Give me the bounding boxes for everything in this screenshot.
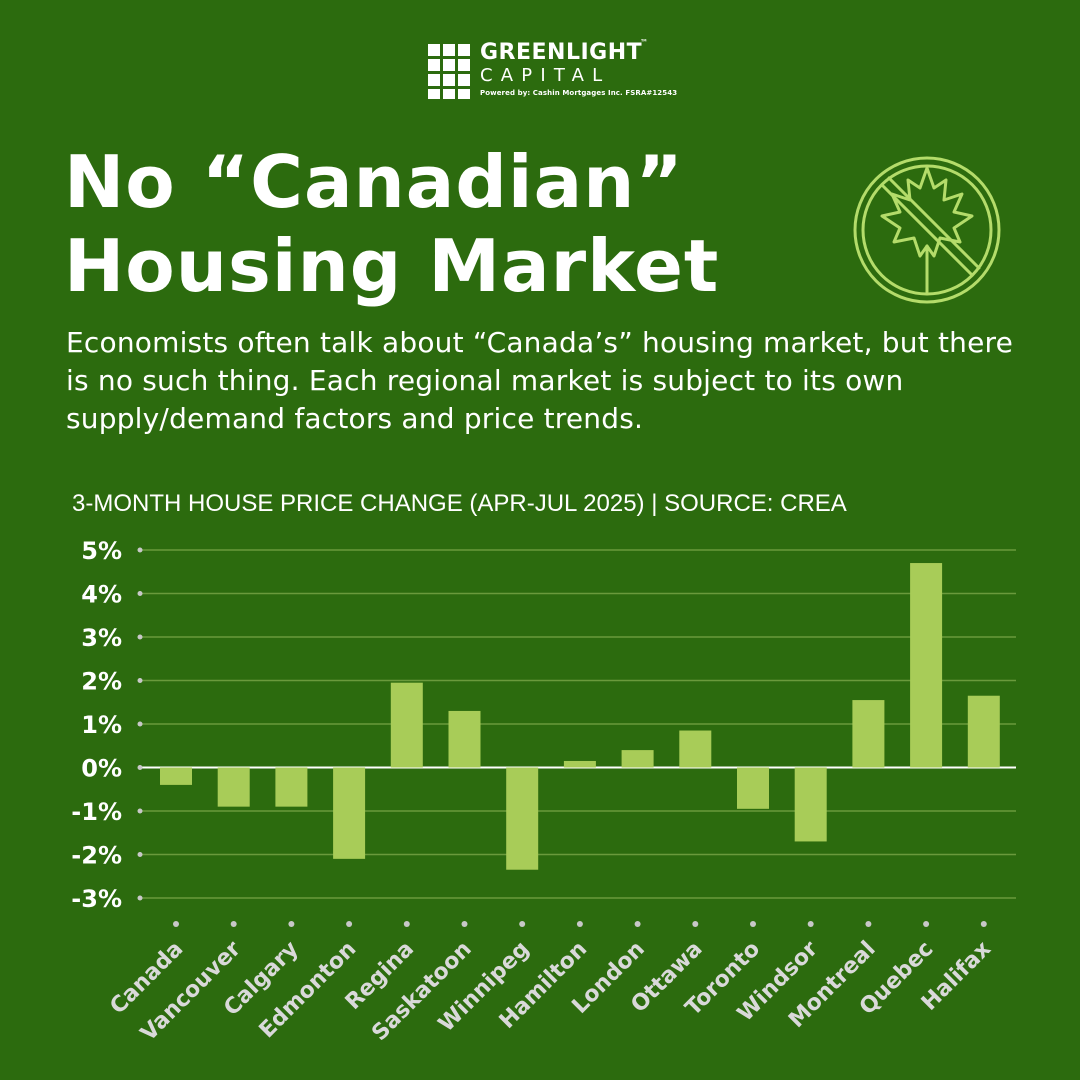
- bar-windsor: [794, 767, 827, 842]
- bar-halifax: [967, 695, 1000, 768]
- y-tick-label: 4%: [81, 581, 122, 609]
- bar-vancouver: [217, 767, 250, 807]
- x-tick-dot: [403, 921, 410, 927]
- y-tick-label: -1%: [71, 798, 122, 826]
- y-tick-label: 5%: [81, 537, 122, 565]
- y-tick-dot: [137, 591, 143, 596]
- brand-subname: CAPITAL: [480, 65, 611, 86]
- x-axis-labels: CanadaVancouverCalgaryEdmontonReginaSask…: [105, 936, 996, 1046]
- y-axis-labels: 5% 4% 3% 2% 1% 0% -1% -2% -3%: [71, 537, 122, 913]
- y-tick-dot: [137, 808, 143, 814]
- bar-quebec: [910, 563, 943, 768]
- y-tick-dot: [137, 547, 143, 553]
- logo-grid-icon: [428, 44, 474, 100]
- x-tick-dot: [576, 921, 583, 927]
- bar-calgary: [275, 767, 308, 807]
- x-tick-dot: [461, 921, 468, 927]
- bar-london: [621, 750, 654, 768]
- x-tick-dot: [634, 921, 641, 927]
- x-tick-dot: [692, 921, 699, 927]
- x-tick-dot: [807, 921, 814, 927]
- x-tick-dot: [519, 921, 526, 927]
- y-tick-label: -3%: [71, 885, 122, 913]
- page-title: No “Canadian” Housing Market: [64, 140, 824, 308]
- bar-regina: [390, 682, 423, 768]
- y-tick-dot: [137, 634, 143, 640]
- x-tick-dot: [346, 921, 353, 927]
- brand-powered-by: Powered by: Cashin Mortgages Inc. FSRA#1…: [480, 89, 678, 97]
- y-tick-dot: [137, 852, 143, 857]
- y-tick-label: 0%: [81, 755, 122, 783]
- x-tick-dot: [173, 921, 179, 927]
- x-tick-dot: [923, 921, 930, 927]
- y-tick-label: 2%: [81, 668, 122, 696]
- intro-paragraph: Economists often talk about “Canada’s” h…: [66, 326, 1014, 435]
- brand-trademark: ™: [640, 38, 648, 47]
- brand-name: GREENLIGHT: [480, 40, 643, 65]
- brand-logo: GREENLIGHT ™ CAPITAL Powered by: Cashin …: [428, 38, 677, 102]
- chart-bars: [160, 563, 1000, 870]
- y-tick-dot: [137, 895, 143, 901]
- x-tick-dot: [980, 921, 987, 927]
- x-tick-dot: [230, 921, 237, 927]
- y-tick-dot: [137, 721, 143, 727]
- bar-saskatoon: [448, 710, 481, 768]
- y-tick-label: 3%: [81, 624, 122, 652]
- y-tick-dot: [137, 765, 143, 770]
- page-title-line-1: No “Canadian”: [64, 140, 684, 224]
- page-title-line-2: Housing Market: [64, 224, 720, 308]
- y-tick-label: -2%: [71, 842, 122, 870]
- bar-winnipeg: [506, 767, 539, 870]
- x-tick-dot: [288, 921, 295, 927]
- bar-montreal: [852, 700, 885, 768]
- y-tick-dot: [137, 678, 143, 683]
- bar-ottawa: [679, 730, 712, 768]
- x-tick-dot: [865, 921, 872, 927]
- bar-hamilton: [563, 760, 596, 768]
- no-maple-leaf-icon: [853, 156, 1001, 304]
- bar-toronto: [737, 767, 769, 809]
- y-tick-label: 1%: [81, 711, 122, 739]
- x-tick-dot: [750, 921, 756, 927]
- x-tick-label: Vancouver: [136, 936, 246, 1046]
- chart-title: 3-MONTH HOUSE PRICE CHANGE (APR-JUL 2025…: [72, 490, 847, 517]
- bar-canada: [160, 767, 192, 785]
- bar-edmonton: [333, 767, 366, 859]
